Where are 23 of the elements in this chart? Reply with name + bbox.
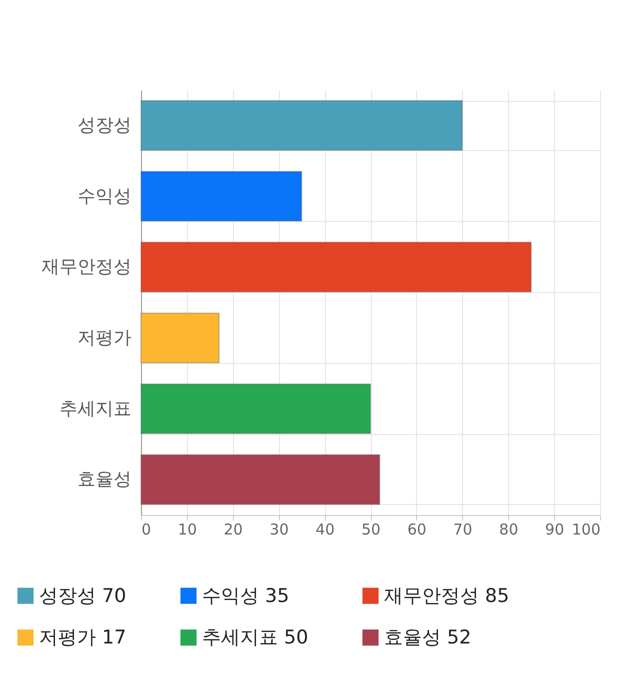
y-tick-label: 재무안정성 <box>42 256 132 278</box>
x-tick-label: 10 <box>178 520 197 538</box>
legend-label: 성장성 70 <box>39 584 126 607</box>
legend-label: 수익성 35 <box>202 584 290 607</box>
x-tick-label: 30 <box>270 520 289 538</box>
y-tick-label: 저평가 <box>78 327 132 348</box>
y-tick-label: 추세지표 <box>60 398 132 420</box>
x-tick-label: 70 <box>453 520 472 538</box>
x-tick-label: 60 <box>407 520 426 538</box>
legend-label: 효율성 52 <box>384 626 472 648</box>
y-tick-label: 성장성 <box>78 114 132 136</box>
y-tick-label: 효율성 <box>78 469 132 490</box>
x-tick-label: 40 <box>316 520 335 538</box>
x-tick-label: 80 <box>499 520 518 538</box>
x-tick-label: 50 <box>361 520 381 538</box>
x-tick-label: 0 <box>142 520 152 538</box>
x-tick-label: 90 <box>545 520 564 538</box>
legend-label: 저평가 17 <box>39 626 126 648</box>
x-tick-label: 100 <box>572 520 600 538</box>
x-tick-label: 20 <box>224 520 243 538</box>
legend-label: 재무안정성 85 <box>384 584 510 607</box>
legend-label: 추세지표 50 <box>202 626 308 648</box>
y-tick-label: 수익성 <box>78 186 132 207</box>
